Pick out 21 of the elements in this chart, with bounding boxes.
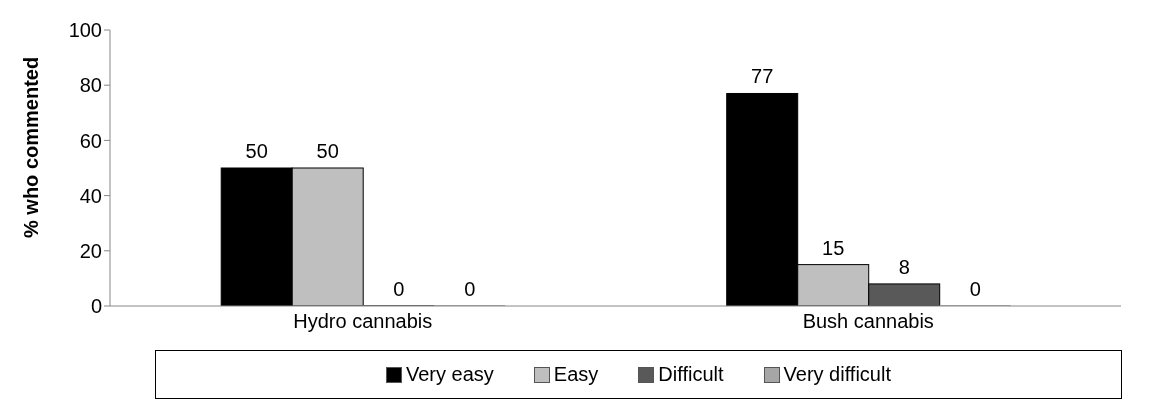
- data-label: 77: [751, 65, 774, 88]
- data-label: 0: [464, 278, 476, 300]
- y-tick-label: 20: [79, 239, 102, 262]
- legend-label: Very difficult: [783, 363, 891, 386]
- y-tick-label: 100: [68, 19, 102, 42]
- legend-label: Easy: [553, 363, 599, 386]
- data-label: 0: [393, 278, 405, 300]
- x-tick-label: Bush cannabis: [802, 310, 934, 333]
- legend-label: Difficult: [658, 363, 724, 386]
- x-tick-label: Hydro cannabis: [293, 310, 433, 333]
- data-label: 50: [316, 140, 339, 162]
- y-axis-title: % who commented: [20, 56, 43, 238]
- data-label: 15: [822, 236, 845, 259]
- data-label: 0: [969, 278, 981, 300]
- data-label: 8: [898, 255, 910, 278]
- data-label: 50: [245, 140, 268, 162]
- y-tick-label: 40: [79, 184, 102, 207]
- y-tick-label: 60: [79, 129, 102, 152]
- y-tick-label: 0: [90, 295, 102, 318]
- y-tick-label: 80: [79, 74, 102, 97]
- legend-label: Very easy: [406, 363, 494, 386]
